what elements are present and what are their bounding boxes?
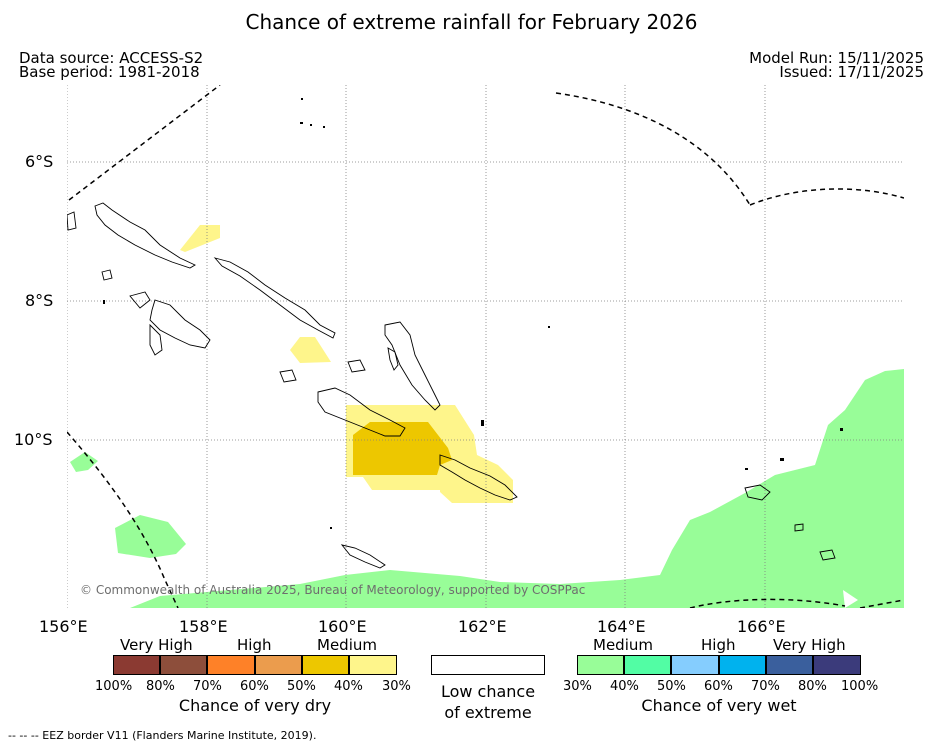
model-run-label: Model Run: 15/11/2025 bbox=[749, 49, 924, 67]
lon-label-162e: 162°E bbox=[458, 617, 507, 636]
makira-island bbox=[439, 454, 518, 501]
legend-dry-pct: 30% bbox=[382, 679, 411, 694]
santa-isabel-island bbox=[384, 321, 441, 411]
legend-wet-pct: 60% bbox=[704, 679, 733, 694]
legend-wet-very-high: Very High bbox=[773, 636, 846, 654]
legend-dry-swatch bbox=[302, 655, 349, 675]
wet-medium-area bbox=[130, 369, 904, 608]
choiseul-island bbox=[213, 257, 336, 339]
lat-label-8s: 8°S bbox=[25, 291, 54, 310]
legend-dry-swatch bbox=[207, 655, 255, 675]
small-island-6 bbox=[67, 211, 77, 231]
legend-neutral-swatch bbox=[431, 655, 545, 675]
data-source-label: Data source: ACCESS-S2 bbox=[19, 49, 204, 67]
malaita-island bbox=[387, 347, 399, 371]
wet-medium-area-3 bbox=[70, 452, 98, 472]
legend-wet-swatch bbox=[671, 655, 719, 675]
small-island-5 bbox=[794, 523, 804, 532]
dry-medium-area-2 bbox=[180, 225, 220, 252]
santa-cruz-island bbox=[744, 484, 771, 501]
small-island-2 bbox=[279, 369, 297, 383]
legend-wet-swatch bbox=[813, 655, 861, 675]
legend-neutral-caption-1: Low chance bbox=[440, 682, 536, 701]
legend-dry-swatch bbox=[255, 655, 302, 675]
legend-dry-pct: 50% bbox=[287, 679, 316, 694]
lat-label-6s: 6°S bbox=[25, 152, 54, 171]
legend-wet-pct: 70% bbox=[751, 679, 780, 694]
lon-label-166e: 166°E bbox=[737, 617, 786, 636]
legend-dry-pct: 40% bbox=[334, 679, 363, 694]
legend-wet-pct: 30% bbox=[563, 679, 592, 694]
lon-label-158e: 158°E bbox=[179, 617, 228, 636]
small-island-4 bbox=[819, 549, 836, 561]
legend-dry-pct: 60% bbox=[240, 679, 269, 694]
legend-wet-swatch bbox=[719, 655, 766, 675]
legend-dry-high: High bbox=[237, 636, 272, 654]
legend-wet-swatch bbox=[624, 655, 671, 675]
legend-wet-caption: Chance of very wet bbox=[641, 696, 797, 715]
legend-wet-medium: Medium bbox=[593, 636, 653, 654]
base-period-label: Base period: 1981-2018 bbox=[19, 63, 200, 81]
legend-dry-swatch bbox=[113, 655, 160, 675]
graticule bbox=[67, 85, 904, 608]
wet-medium-area-2 bbox=[115, 515, 186, 558]
lon-label-156e: 156°E bbox=[39, 617, 88, 636]
legend-dry-pct: 100% bbox=[95, 679, 133, 694]
eez-border bbox=[67, 85, 904, 608]
legend-dry-medium: Medium bbox=[317, 636, 377, 654]
lat-label-10s: 10°S bbox=[14, 430, 53, 449]
dry-medium-area-3 bbox=[290, 337, 331, 363]
legend-wet-pct: 50% bbox=[657, 679, 686, 694]
guadalcanal-island bbox=[317, 387, 406, 437]
eez-border-note: -- -- -- EEZ border V11 (Flanders Marine… bbox=[8, 729, 317, 742]
rennell-island bbox=[340, 544, 386, 569]
legend-dry-colorbar bbox=[113, 655, 397, 675]
legend-dry-very-high: Very High bbox=[120, 636, 193, 654]
chart-title: Chance of extreme rainfall for February … bbox=[245, 10, 698, 34]
issued-label: Issued: 17/11/2025 bbox=[779, 63, 924, 81]
small-island-1 bbox=[101, 269, 113, 281]
dry-high-area bbox=[353, 422, 452, 475]
legend-neutral-caption-2: of extreme bbox=[444, 703, 532, 722]
lon-label-160e: 160°E bbox=[318, 617, 367, 636]
legend-wet-pct: 40% bbox=[610, 679, 639, 694]
legend-wet-pct: 100% bbox=[841, 679, 879, 694]
legend-dry-pct: 80% bbox=[146, 679, 175, 694]
islands bbox=[67, 202, 836, 569]
legend-wet-high: High bbox=[701, 636, 736, 654]
islets bbox=[103, 98, 843, 529]
small-island-3 bbox=[347, 359, 366, 373]
copyright-notice: © Commonwealth of Australia 2025, Bureau… bbox=[80, 583, 586, 597]
bougainville-island bbox=[94, 202, 196, 269]
new-georgia-islands bbox=[129, 291, 211, 356]
legend-dry-caption: Chance of very dry bbox=[178, 696, 332, 715]
lon-label-164e: 164°E bbox=[597, 617, 646, 636]
legend-dry-pct: 70% bbox=[193, 679, 222, 694]
legend-wet-colorbar bbox=[577, 655, 861, 675]
legend-dry-swatch bbox=[349, 655, 397, 675]
legend-dry-swatch bbox=[160, 655, 207, 675]
legend-wet-swatch bbox=[766, 655, 813, 675]
legend-wet-pct: 80% bbox=[798, 679, 827, 694]
legend-wet-swatch bbox=[577, 655, 624, 675]
